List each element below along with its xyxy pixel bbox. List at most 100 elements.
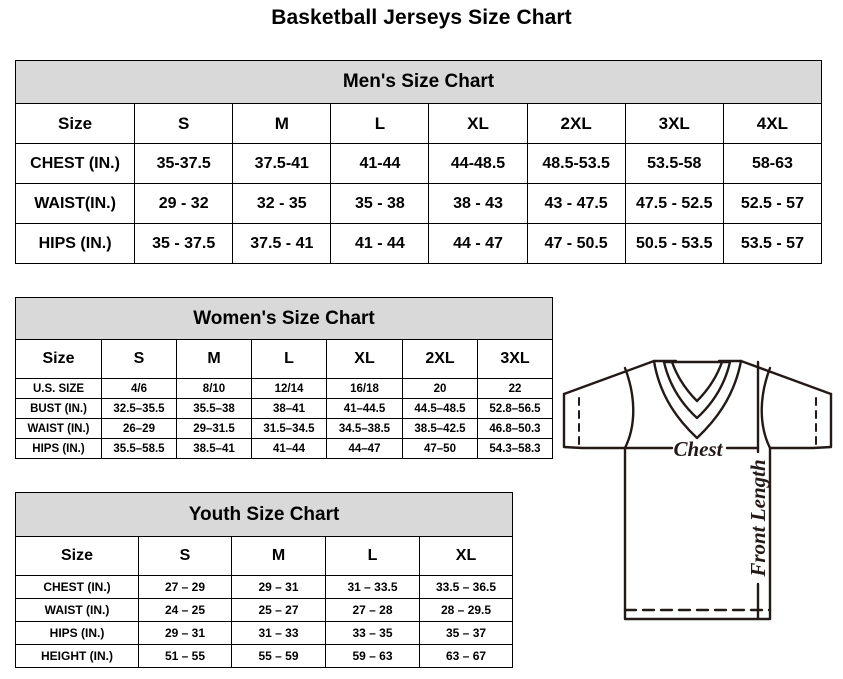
table-row: HIPS (IN.) 35 - 37.5 37.5 - 41 41 - 44 4… [14, 223, 823, 264]
youth-row-label-chest: CHEST (IN.) [15, 575, 139, 599]
mens-hips-l: 41 - 44 [330, 223, 430, 264]
womens-us-size-m: 8/10 [176, 378, 252, 399]
youth-chest-s: 27 – 29 [138, 575, 232, 599]
mens-waist-m: 32 - 35 [232, 183, 332, 224]
womens-waist-3xl: 46.8–50.3 [477, 418, 553, 439]
womens-bust-3xl: 52.8–56.5 [477, 398, 553, 419]
youth-height-xl: 63 – 67 [418, 644, 514, 668]
womens-us-size-2xl: 20 [402, 378, 478, 399]
youth-height-l: 59 – 63 [325, 644, 420, 668]
mens-chart-caption: Men's Size Chart [15, 60, 822, 104]
youth-header-l: L [325, 536, 420, 576]
front-length-measurement-label: Front Length [746, 459, 770, 577]
mens-chart-caption-row: Men's Size Chart [15, 60, 822, 104]
womens-chart-caption-row: Women's Size Chart [15, 297, 553, 340]
womens-us-size-3xl: 22 [477, 378, 553, 399]
mens-row-label-hips: HIPS (IN.) [14, 223, 136, 264]
mens-hips-3xl: 50.5 - 53.5 [624, 223, 724, 264]
mens-chest-4xl: 58-63 [722, 143, 823, 184]
table-row: BUST (IN.) 32.5–35.5 35.5–38 38–41 41–44… [15, 398, 553, 419]
table-row: WAIST(IN.) 29 - 32 32 - 35 35 - 38 38 - … [14, 183, 823, 224]
table-row: WAIST (IN.) 24 – 25 25 – 27 27 – 28 28 –… [15, 598, 514, 622]
womens-row-label-hips: HIPS (IN.) [15, 438, 102, 459]
youth-row-label-waist: WAIST (IN.) [15, 598, 139, 622]
womens-chart-caption: Women's Size Chart [15, 297, 553, 340]
youth-waist-s: 24 – 25 [138, 598, 232, 622]
womens-bust-xl: 41–44.5 [326, 398, 403, 419]
chest-measurement-label: Chest [673, 437, 723, 461]
table-row: HIPS (IN.) 29 – 31 31 – 33 33 – 35 35 – … [15, 621, 514, 645]
womens-header-m: M [176, 339, 252, 379]
mens-hips-2xl: 47 - 50.5 [526, 223, 626, 264]
youth-header-s: S [138, 536, 232, 576]
right-sleeve-cuff-outline [768, 392, 833, 450]
womens-chart-header-row: Size S M L XL 2XL 3XL [15, 339, 553, 379]
youth-chest-xl: 33.5 – 36.5 [418, 575, 514, 599]
youth-hips-m: 31 – 33 [231, 621, 326, 645]
womens-header-l: L [251, 339, 327, 379]
youth-height-s: 51 – 55 [138, 644, 232, 668]
mens-header-3xl: 3XL [624, 103, 724, 144]
womens-us-size-s: 4/6 [101, 378, 177, 399]
womens-waist-m: 29–31.5 [176, 418, 252, 439]
mens-row-label-waist: WAIST(IN.) [14, 183, 136, 224]
mens-header-s: S [134, 103, 234, 144]
womens-row-label-bust: BUST (IN.) [15, 398, 102, 419]
womens-header-xl: XL [326, 339, 403, 379]
left-sleeve-cuff-outline [562, 392, 627, 450]
womens-bust-m: 35.5–38 [176, 398, 252, 419]
mens-row-label-chest: CHEST (IN.) [14, 143, 136, 184]
youth-row-label-height: HEIGHT (IN.) [15, 644, 139, 668]
womens-row-label-waist: WAIST (IN.) [15, 418, 102, 439]
mens-chest-l: 41-44 [330, 143, 430, 184]
youth-chart-caption-row: Youth Size Chart [14, 492, 514, 537]
womens-waist-2xl: 38.5–42.5 [402, 418, 478, 439]
womens-waist-l: 31.5–34.5 [251, 418, 327, 439]
mens-header-size: Size [14, 103, 136, 144]
womens-bust-l: 38–41 [251, 398, 327, 419]
mens-waist-l: 35 - 38 [330, 183, 430, 224]
mens-header-m: M [232, 103, 332, 144]
womens-us-size-l: 12/14 [251, 378, 327, 399]
table-row: HIPS (IN.) 35.5–58.5 38.5–41 41–44 44–47… [15, 438, 553, 459]
mens-header-l: L [330, 103, 430, 144]
left-armhole-curve [623, 366, 635, 450]
womens-hips-xl: 44–47 [326, 438, 403, 459]
mens-waist-xl: 38 - 43 [428, 183, 528, 224]
youth-chest-m: 29 – 31 [231, 575, 326, 599]
womens-waist-s: 26–29 [101, 418, 177, 439]
womens-header-s: S [101, 339, 177, 379]
table-row: WAIST (IN.) 26–29 29–31.5 31.5–34.5 34.5… [15, 418, 553, 439]
mens-hips-s: 35 - 37.5 [134, 223, 234, 264]
mens-hips-xl: 44 - 47 [428, 223, 528, 264]
mens-header-xl: XL [428, 103, 528, 144]
youth-header-size: Size [15, 536, 139, 576]
mens-header-2xl: 2XL [526, 103, 626, 144]
mens-waist-s: 29 - 32 [134, 183, 234, 224]
youth-chart-header-row: Size S M L XL [15, 536, 514, 576]
youth-hips-xl: 35 – 37 [418, 621, 514, 645]
jersey-measurement-diagram: Chest Front Length [552, 352, 843, 674]
womens-bust-s: 32.5–35.5 [101, 398, 177, 419]
mens-header-4xl: 4XL [722, 103, 823, 144]
womens-hips-2xl: 47–50 [402, 438, 478, 459]
table-row: CHEST (IN.) 27 – 29 29 – 31 31 – 33.5 33… [15, 575, 514, 599]
table-row: CHEST (IN.) 35-37.5 37.5-41 41-44 44-48.… [14, 143, 823, 184]
v-neck-outer-line [652, 359, 743, 440]
womens-hips-3xl: 54.3–58.3 [477, 438, 553, 459]
table-row: U.S. SIZE 4/6 8/10 12/14 16/18 20 22 [15, 378, 553, 399]
womens-hips-l: 41–44 [251, 438, 327, 459]
youth-waist-l: 27 – 28 [325, 598, 420, 622]
youth-hips-s: 29 – 31 [138, 621, 232, 645]
womens-waist-xl: 34.5–38.5 [326, 418, 403, 439]
mens-chest-2xl: 48.5-53.5 [526, 143, 626, 184]
v-neck-collar-inner-line [670, 360, 724, 403]
youth-size-chart-table: Youth Size Chart Size S M L XL CHEST (IN… [14, 492, 514, 668]
womens-us-size-xl: 16/18 [326, 378, 403, 399]
mens-waist-3xl: 47.5 - 52.5 [624, 183, 724, 224]
mens-waist-2xl: 43 - 47.5 [526, 183, 626, 224]
womens-row-label-us-size: U.S. SIZE [15, 378, 102, 399]
womens-bust-2xl: 44.5–48.5 [402, 398, 478, 419]
table-row: HEIGHT (IN.) 51 – 55 55 – 59 59 – 63 63 … [15, 644, 514, 668]
youth-waist-xl: 28 – 29.5 [418, 598, 514, 622]
